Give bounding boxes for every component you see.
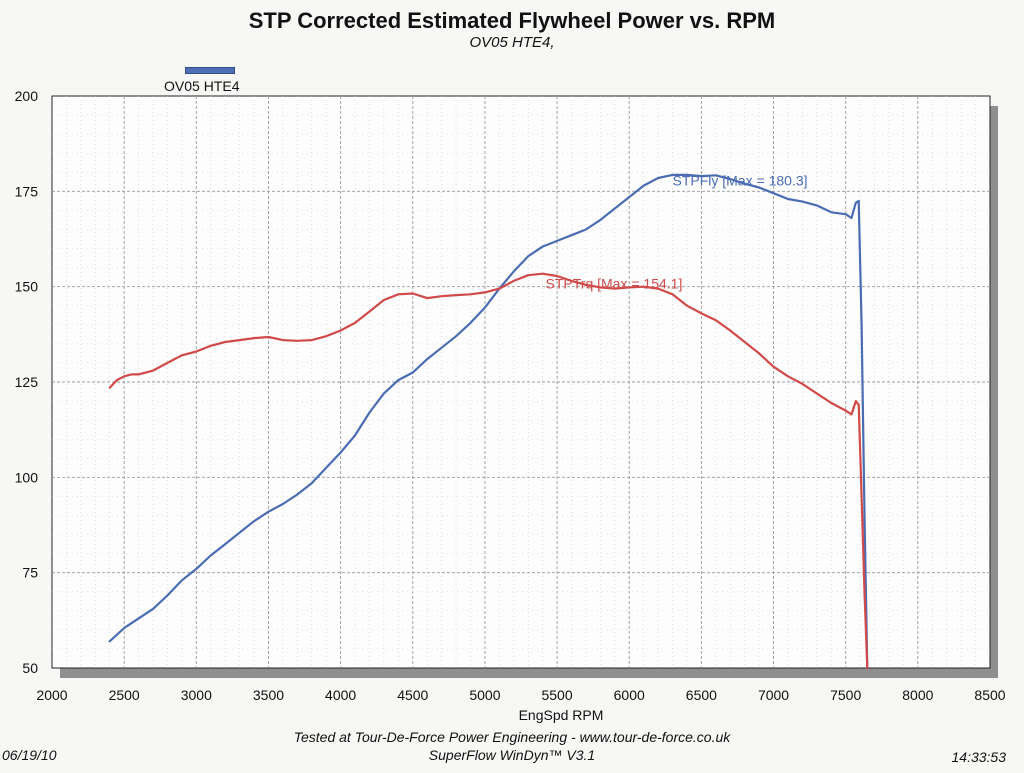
x-tick-label: 8500	[974, 687, 1005, 703]
footer-tested-at: Tested at Tour-De-Force Power Engineerin…	[293, 729, 731, 745]
x-tick-label: 5500	[541, 687, 572, 703]
y-tick-label: 75	[22, 565, 38, 581]
x-tick-label: 4500	[397, 687, 428, 703]
series-line-stpfly	[108, 173, 869, 670]
series-annotation-stpfly: STPFly [Max = 180.3]	[673, 173, 808, 189]
x-tick-label: 4000	[325, 687, 356, 703]
x-tick-label: 8000	[902, 687, 933, 703]
chart-subtitle: OV05 HTE4,	[469, 34, 555, 51]
chart-title: STP Corrected Estimated Flywheel Power v…	[248, 8, 776, 33]
series-annotation-stptrq: STPTrq [Max = 154.1]	[546, 276, 683, 292]
x-tick-label: 6500	[686, 687, 717, 703]
y-tick-label: 175	[15, 183, 39, 199]
x-tick-label: 5000	[469, 687, 500, 703]
series-line-stptrq	[108, 272, 869, 670]
test-date: 06/19/10	[2, 747, 57, 763]
test-time: 14:33:53	[951, 749, 1007, 765]
x-tick-label: 7000	[758, 687, 789, 703]
x-tick-label: 3000	[181, 687, 212, 703]
x-tick-label: 7500	[830, 687, 861, 703]
x-tick-label: 2500	[109, 687, 140, 703]
x-axis-title: EngSpd RPM	[519, 707, 604, 723]
y-tick-label: 150	[15, 279, 39, 295]
x-tick-label: 2000	[36, 687, 67, 703]
y-tick-label: 50	[22, 660, 38, 676]
y-tick-label: 200	[15, 88, 39, 104]
x-tick-label: 3500	[253, 687, 284, 703]
legend-swatch	[185, 67, 235, 74]
footer-software: SuperFlow WinDyn™ V3.1	[428, 747, 596, 763]
y-tick-label: 100	[15, 469, 39, 485]
legend-label: OV05 HTE4	[164, 78, 240, 94]
y-tick-label: 125	[15, 374, 39, 390]
x-tick-label: 6000	[614, 687, 645, 703]
